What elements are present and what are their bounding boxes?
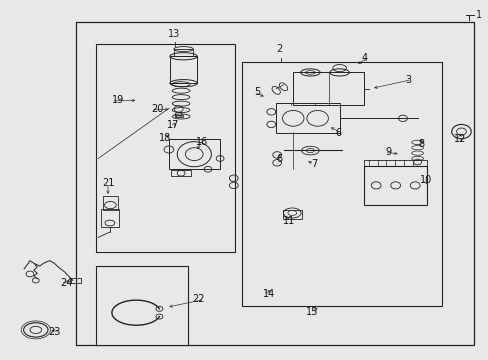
Bar xyxy=(101,209,119,226)
Text: 3: 3 xyxy=(405,75,411,85)
Bar xyxy=(242,62,441,306)
Bar xyxy=(96,266,188,345)
Text: 15: 15 xyxy=(305,307,317,317)
Text: 20: 20 xyxy=(151,104,163,114)
Bar xyxy=(276,103,339,134)
Text: 12: 12 xyxy=(453,134,465,144)
Bar xyxy=(363,160,427,166)
Bar xyxy=(293,72,363,105)
Bar xyxy=(103,196,118,211)
Text: 8: 8 xyxy=(417,139,423,149)
Text: 11: 11 xyxy=(282,216,294,225)
Text: 17: 17 xyxy=(166,121,179,130)
Text: 6: 6 xyxy=(276,154,282,164)
Text: 4: 4 xyxy=(361,53,367,63)
Bar xyxy=(96,44,234,252)
Text: 6: 6 xyxy=(334,128,340,138)
Text: 23: 23 xyxy=(48,327,60,337)
Text: 2: 2 xyxy=(276,45,282,54)
Bar xyxy=(282,211,302,220)
Text: 1: 1 xyxy=(475,10,481,20)
Bar xyxy=(171,170,190,176)
Text: 5: 5 xyxy=(254,87,260,97)
Bar xyxy=(173,49,193,56)
Text: 14: 14 xyxy=(263,289,275,299)
Bar xyxy=(174,115,182,117)
Bar xyxy=(169,56,197,83)
Text: 24: 24 xyxy=(61,278,73,288)
Text: 13: 13 xyxy=(167,29,180,39)
Text: 22: 22 xyxy=(192,294,204,305)
Bar xyxy=(363,166,427,205)
Bar xyxy=(76,22,473,345)
Text: 16: 16 xyxy=(196,137,208,147)
Text: 19: 19 xyxy=(112,95,124,105)
Text: 10: 10 xyxy=(419,175,431,185)
Text: 18: 18 xyxy=(159,133,171,143)
Text: 21: 21 xyxy=(102,178,114,188)
Bar xyxy=(71,278,81,283)
Text: 9: 9 xyxy=(384,147,390,157)
Bar xyxy=(168,139,220,169)
Text: 7: 7 xyxy=(310,159,317,169)
